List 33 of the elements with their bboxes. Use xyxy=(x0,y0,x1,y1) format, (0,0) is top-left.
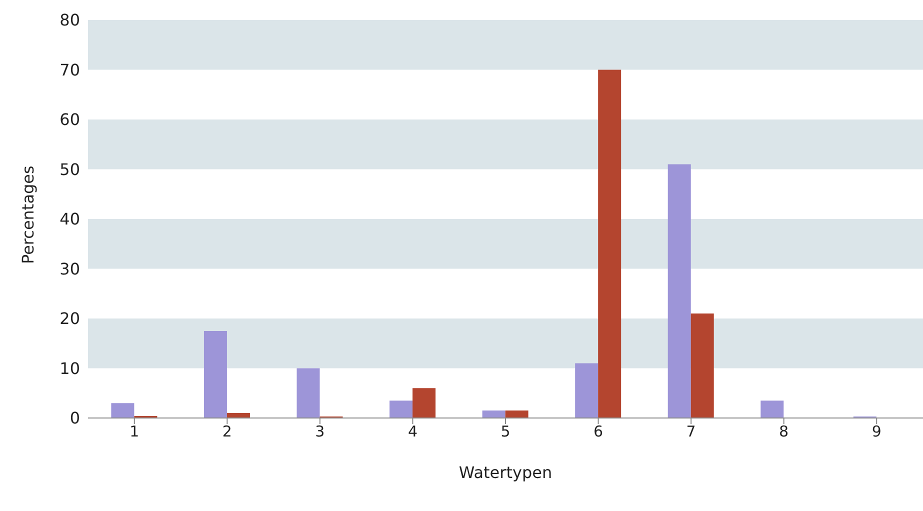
bar xyxy=(412,388,436,418)
x-tick-label: 2 xyxy=(222,422,232,441)
bar xyxy=(575,363,598,418)
bar xyxy=(505,410,528,418)
x-tick-label: 4 xyxy=(408,422,418,441)
bar xyxy=(226,413,250,418)
y-tick-label: 20 xyxy=(60,309,80,328)
x-tick-label: 9 xyxy=(872,422,882,441)
bar xyxy=(111,403,134,418)
x-tick-label: 6 xyxy=(594,422,604,441)
y-tick-label: 0 xyxy=(70,408,80,428)
y-tick-label: 10 xyxy=(60,358,80,378)
y-tick-label: 50 xyxy=(60,160,80,179)
bar xyxy=(668,164,691,418)
x-tick-label: 8 xyxy=(779,422,789,441)
x-tick-label: 5 xyxy=(500,422,510,441)
bar xyxy=(296,368,320,418)
x-tick-label: 1 xyxy=(130,422,140,441)
y-tick-label: 60 xyxy=(60,110,80,130)
y-tick-label: 80 xyxy=(60,10,80,30)
bar xyxy=(598,70,622,418)
y-axis-title: Percentages xyxy=(18,166,38,264)
bar xyxy=(390,400,413,418)
x-axis-title: Watertypen xyxy=(458,463,552,482)
x-tick-label: 3 xyxy=(315,422,325,441)
y-tick-label: 30 xyxy=(60,259,80,278)
x-tick-label: 7 xyxy=(686,422,696,441)
bar xyxy=(690,314,714,418)
bar xyxy=(760,400,784,418)
y-tick-label: 40 xyxy=(60,210,80,229)
bar xyxy=(482,410,506,418)
bar xyxy=(204,330,227,418)
y-tick-label: 70 xyxy=(60,60,80,80)
